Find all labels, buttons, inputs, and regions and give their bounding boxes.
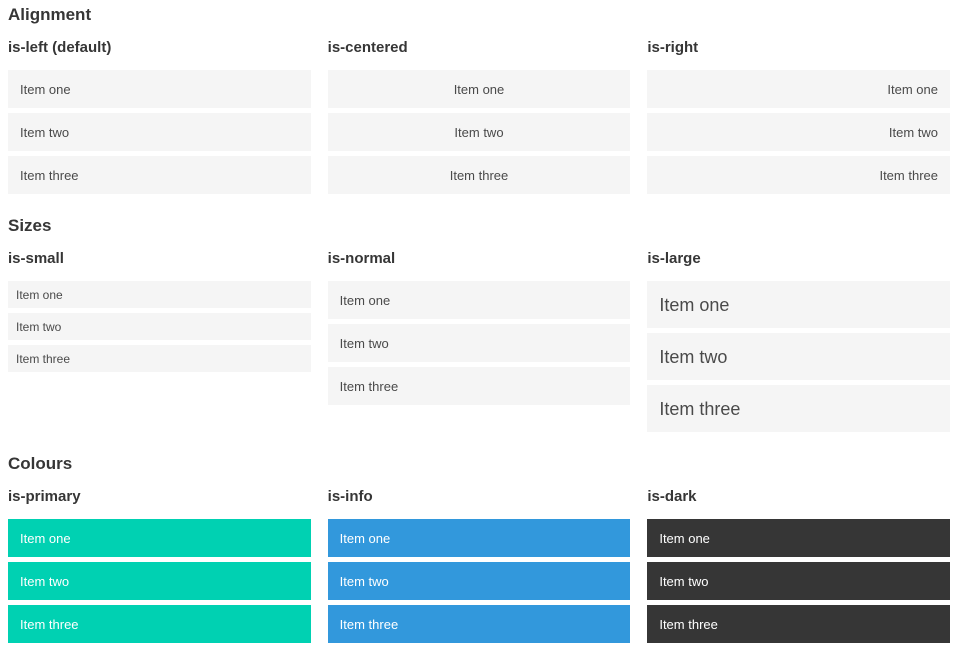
alignment-columns: is-left (default) Item one Item two Item… [8,25,950,194]
column-is-normal: is-normal Item one Item two Item three [327,236,631,432]
column-is-large: is-large Item one Item two Item three [647,236,950,432]
column-is-info: is-info Item one Item two Item three [327,474,631,643]
column-is-centered: is-centered Item one Item two Item three [327,25,631,194]
colours-columns: is-primary Item one Item two Item three … [8,474,950,643]
list-item: Item one [8,281,311,308]
list-item: Item three [8,345,311,372]
list-item: Item two [647,113,950,151]
list-item: Item three [647,385,950,432]
column-is-dark: is-dark Item one Item two Item three [647,474,950,643]
variant-label: is-small [8,250,64,267]
column-is-primary: is-primary Item one Item two Item three [8,474,311,643]
list-item: Item one [8,519,311,557]
list-item: Item three [327,156,631,194]
item-list: Item one Item two Item three [327,519,631,643]
list-item: Item three [647,156,950,194]
item-list: Item one Item two Item three [647,281,950,432]
item-list: Item one Item two Item three [327,281,631,405]
list-item: Item one [647,281,950,328]
list-item: Item two [647,562,950,600]
list-item: Item two [8,562,311,600]
item-list: Item one Item two Item three [327,70,631,194]
sizes-columns: is-small Item one Item two Item three is… [8,236,950,432]
list-item: Item one [647,70,950,108]
section-colours: Colours is-primary Item one Item two Ite… [8,454,950,643]
section-title: Colours [8,454,73,473]
list-item: Item two [327,113,631,151]
list-item: Item three [8,156,311,194]
list-item: Item two [327,562,631,600]
list-item: Item one [327,70,631,108]
column-is-left: is-left (default) Item one Item two Item… [8,25,311,194]
variant-label: is-centered [327,39,408,56]
item-list: Item one Item two Item three [647,519,950,643]
section-alignment: Alignment is-left (default) Item one Ite… [8,5,950,194]
list-item: Item three [647,605,950,643]
variant-label: is-left (default) [8,39,112,56]
item-list: Item one Item two Item three [8,281,311,372]
section-sizes: Sizes is-small Item one Item two Item th… [8,216,950,432]
list-item: Item one [8,70,311,108]
variant-label: is-large [647,250,701,267]
list-item: Item two [8,113,311,151]
list-item: Item two [327,324,631,362]
variant-label: is-right [647,39,699,56]
list-item: Item three [327,605,631,643]
list-item: Item three [8,605,311,643]
list-item: Item two [647,333,950,380]
list-item: Item one [327,281,631,319]
item-list: Item one Item two Item three [8,70,311,194]
variant-label: is-dark [647,488,697,505]
item-list: Item one Item two Item three [8,519,311,643]
section-title: Sizes [8,216,52,235]
variant-label: is-info [327,488,373,505]
list-item: Item three [327,367,631,405]
column-is-right: is-right Item one Item two Item three [647,25,950,194]
list-item: Item one [327,519,631,557]
list-item: Item two [8,313,311,340]
section-title: Alignment [8,5,92,24]
variant-label: is-normal [327,250,396,267]
list-demo-page: Alignment is-left (default) Item one Ite… [8,5,950,643]
item-list: Item one Item two Item three [647,70,950,194]
variant-label: is-primary [8,488,81,505]
list-item: Item one [647,519,950,557]
column-is-small: is-small Item one Item two Item three [8,236,311,432]
